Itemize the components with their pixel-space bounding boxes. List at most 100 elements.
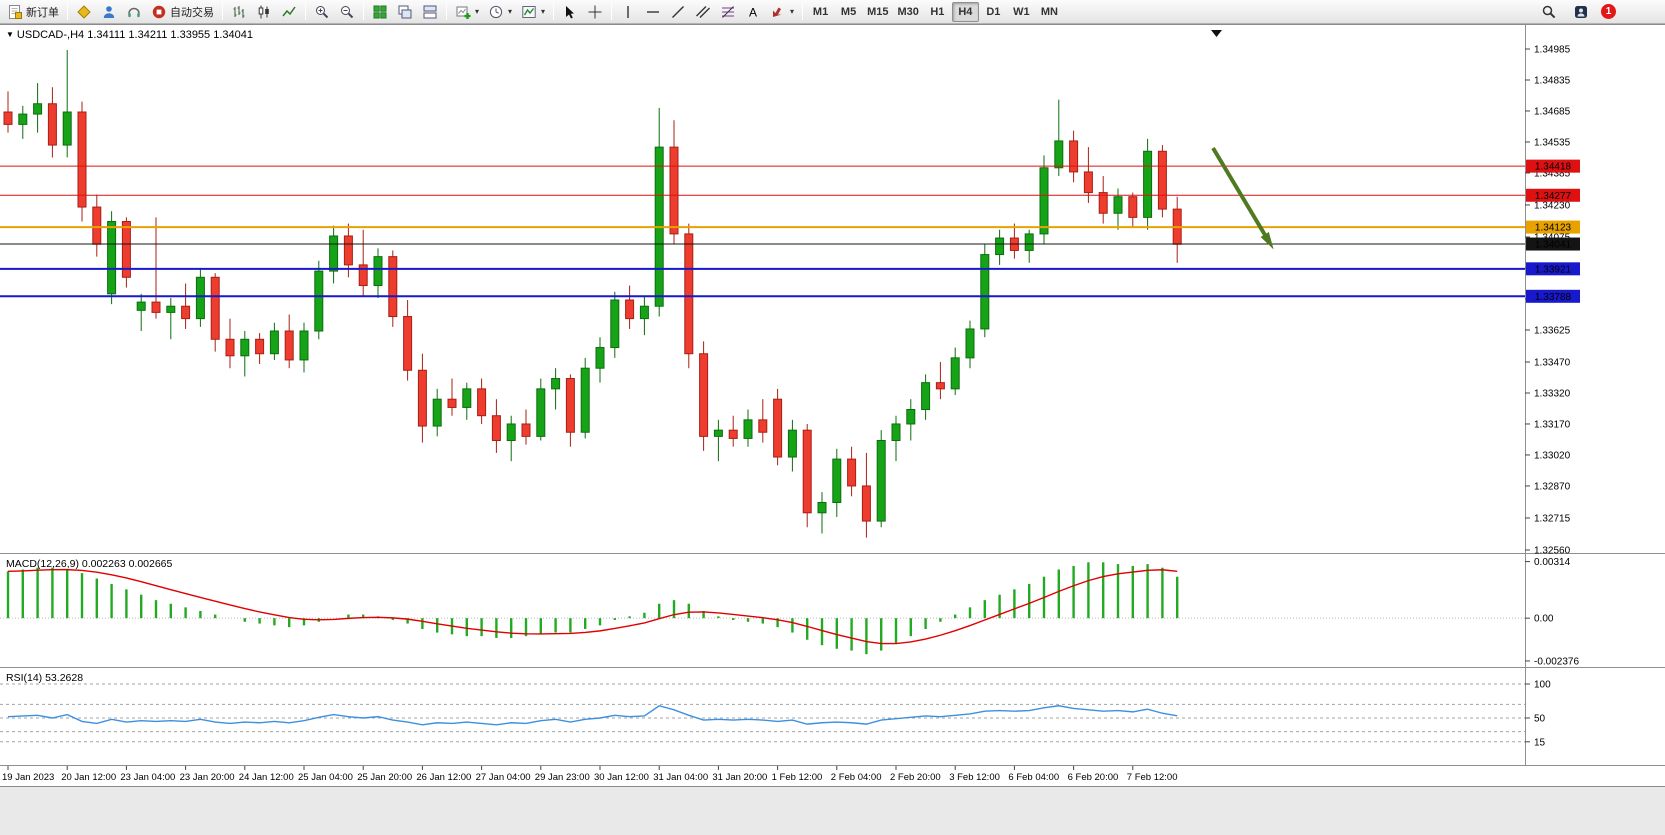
new-order-icon	[7, 4, 23, 20]
macd-label: MACD(12,26,9) 0.002263 0.002665	[6, 558, 173, 570]
sounds-button[interactable]	[122, 2, 146, 22]
collapse-triangle-icon[interactable]: ▼	[6, 30, 14, 39]
svg-text:1.33470: 1.33470	[1534, 357, 1571, 368]
svg-text:1.33625: 1.33625	[1534, 325, 1571, 336]
timeframes-button[interactable]: ▾	[484, 2, 516, 22]
auto-trading-button[interactable]: 自动交易	[147, 2, 218, 22]
window-bottom-strip	[0, 787, 1665, 834]
timeframe-M1[interactable]: M1	[807, 2, 834, 22]
svg-text:23 Jan 04:00: 23 Jan 04:00	[120, 772, 175, 783]
svg-text:3 Feb 12:00: 3 Feb 12:00	[949, 772, 1000, 783]
svg-text:1.32870: 1.32870	[1534, 481, 1571, 492]
toolbar-separator	[553, 3, 555, 20]
timeframe-MN[interactable]: MN	[1036, 2, 1063, 22]
timeframe-M30[interactable]: M30	[893, 2, 922, 22]
svg-text:6 Feb 20:00: 6 Feb 20:00	[1068, 772, 1119, 783]
notification-badge[interactable]: 1	[1601, 4, 1616, 19]
fibonacci-button[interactable]	[716, 2, 740, 22]
svg-text:1 Feb 12:00: 1 Feb 12:00	[772, 772, 823, 783]
horizontal-line-icon	[645, 4, 661, 20]
arrows-tool-button[interactable]: ▾	[766, 2, 798, 22]
timeframe-M5[interactable]: M5	[835, 2, 862, 22]
auto-trading-label: 自动交易	[170, 6, 214, 19]
svg-text:31 Jan 20:00: 31 Jan 20:00	[712, 772, 767, 783]
cascade-windows-button[interactable]	[393, 2, 417, 22]
trendline-button[interactable]	[666, 2, 690, 22]
svg-text:1.33788: 1.33788	[1535, 292, 1572, 303]
new-order-button[interactable]: 新订单	[3, 2, 63, 22]
dropdown-arrow-icon: ▾	[790, 7, 795, 16]
svg-text:19 Jan 2023: 19 Jan 2023	[2, 772, 54, 783]
time-axis[interactable]: 19 Jan 2023 20 Jan 12:00 23 Jan 04:00 23 Ja…	[2, 766, 1178, 783]
svg-text:1.33020: 1.33020	[1534, 450, 1571, 461]
horizontal-lines[interactable]	[0, 165, 1525, 298]
search-button[interactable]	[1537, 2, 1561, 22]
toolbar-separator	[222, 3, 223, 20]
timeframe-M15[interactable]: M15	[863, 2, 892, 22]
svg-text:50: 50	[1534, 714, 1546, 725]
svg-text:1.34835: 1.34835	[1534, 75, 1571, 86]
new-chart-button[interactable]: ▾	[451, 2, 483, 22]
timeframe-H1[interactable]: H1	[924, 2, 951, 22]
tile-windows-button[interactable]	[368, 2, 392, 22]
svg-text:2 Feb 20:00: 2 Feb 20:00	[890, 772, 941, 783]
top-toolbar: 新订单 自动交易 ▾ ▾ ▾ A ▾ M1 M5 M15 M30 H1 H4 D1 W1 MN …	[0, 0, 1665, 24]
cursor-icon	[562, 4, 578, 20]
clock-icon	[488, 4, 504, 20]
svg-text:6 Feb 04:00: 6 Feb 04:00	[1008, 772, 1059, 783]
candlesticks	[3, 50, 1182, 538]
arrange-windows-button[interactable]	[418, 2, 442, 22]
panel-frame	[0, 25, 1665, 767]
crosshair-button[interactable]	[583, 2, 607, 22]
zoom-in-icon	[314, 4, 330, 20]
equidistant-channel-button[interactable]	[691, 2, 715, 22]
svg-text:1.34985: 1.34985	[1534, 45, 1571, 56]
cursor-button[interactable]	[558, 2, 582, 22]
svg-text:25 Jan 04:00: 25 Jan 04:00	[298, 772, 353, 783]
horizontal-line-button[interactable]	[641, 2, 665, 22]
chart-title: ▼ USDCAD-,H4 1.34111 1.34211 1.33955 1.34…	[6, 29, 253, 41]
price-tags: 1.34418 1.34277 1.34123 1.34041 1.33921 1.337…	[1526, 159, 1580, 303]
vertical-line-button[interactable]	[616, 2, 640, 22]
arrange-windows-icon	[422, 4, 438, 20]
toolbar-separator	[802, 3, 804, 20]
line-chart-button[interactable]	[277, 2, 301, 22]
text-label-button[interactable]: A	[741, 2, 765, 22]
zoom-in-button[interactable]	[310, 2, 334, 22]
rsi-label: RSI(14) 53.2628	[6, 672, 84, 684]
svg-text:23 Jan 20:00: 23 Jan 20:00	[180, 772, 235, 783]
svg-text:1.34041: 1.34041	[1535, 240, 1572, 251]
zoom-out-button[interactable]	[335, 2, 359, 22]
svg-text:1.33921: 1.33921	[1535, 264, 1572, 275]
templates-button[interactable]: ▾	[517, 2, 549, 22]
fibonacci-icon	[720, 4, 736, 20]
chart-ohlc-values: 1.34111 1.34211 1.33955 1.34041	[87, 29, 253, 41]
data-window-button[interactable]	[97, 2, 121, 22]
timeframe-group: M1 M5 M15 M30 H1 H4 D1 W1 MN	[807, 1, 1063, 22]
search-icon	[1541, 4, 1557, 20]
data-window-icon	[101, 4, 117, 20]
trend-arrow[interactable]	[1211, 146, 1274, 250]
account-icon	[1573, 4, 1589, 20]
bar-chart-button[interactable]	[227, 2, 251, 22]
timeframe-H4[interactable]: H4	[951, 1, 979, 22]
svg-text:0.00: 0.00	[1534, 614, 1554, 625]
svg-text:29 Jan 23:00: 29 Jan 23:00	[535, 772, 590, 783]
toolbar-right-group: 1	[1537, 2, 1616, 22]
svg-text:1.33170: 1.33170	[1534, 419, 1571, 430]
macd-panel: 0.00314 0.00 -0.002376	[0, 557, 1579, 667]
timeframe-D1[interactable]: D1	[980, 2, 1007, 22]
chart-shift-marker[interactable]	[1211, 30, 1222, 37]
crosshair-icon	[587, 4, 603, 20]
svg-text:2 Feb 04:00: 2 Feb 04:00	[831, 772, 882, 783]
candlestick-chart-button[interactable]	[252, 2, 276, 22]
market-watch-button[interactable]	[72, 2, 96, 22]
zoom-out-icon	[339, 4, 355, 20]
chart-canvas[interactable]: 1.34985 1.34835 1.34685 1.34535 1.34385 1.342…	[0, 25, 1665, 788]
account-button[interactable]	[1569, 2, 1593, 22]
svg-text:1.34385: 1.34385	[1534, 168, 1571, 179]
toolbar-separator	[67, 3, 68, 20]
timeframe-W1[interactable]: W1	[1008, 2, 1035, 22]
svg-text:31 Jan 04:00: 31 Jan 04:00	[653, 772, 708, 783]
trendline-icon	[670, 4, 686, 20]
